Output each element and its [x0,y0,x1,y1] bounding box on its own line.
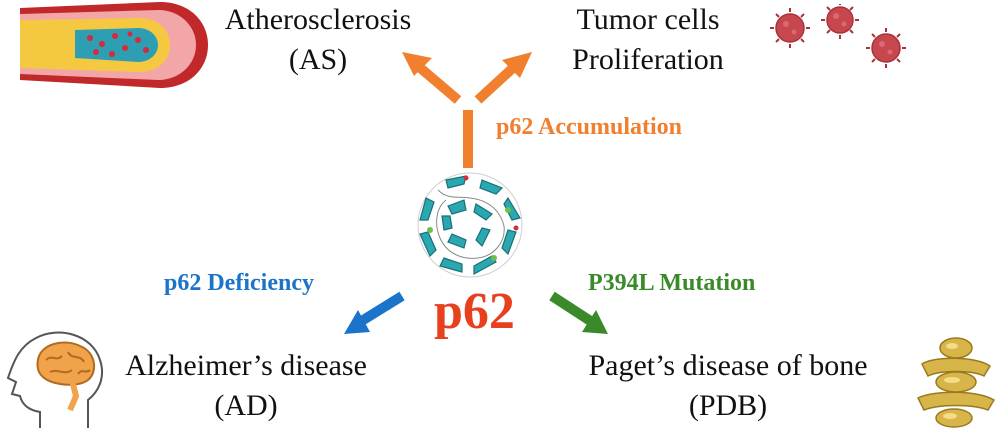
vertebra-bone-icon [916,337,996,428]
brain-head-icon [6,331,104,428]
outcome-tumor-line1: Tumor cells [576,3,720,36]
arrow-to-ad-head [344,310,370,334]
arrow-to-as-head [402,52,432,76]
arrow-to-pdb [549,291,595,327]
center-p62-label: p62 [434,283,515,340]
arrow-to-pdb-head [582,310,608,334]
outcome-ad-line2: (AD) [214,389,278,422]
outcome-tumor-line2: Proliferation [572,43,724,76]
arrow-to-tumor-head [502,52,532,78]
outcome-pdb: Paget’s disease of bone (PDB) [558,346,898,426]
p62-protein-structure-icon [417,172,523,278]
outcome-pdb-line1: Paget’s disease of bone [588,349,868,382]
arrow-to-as [414,62,462,104]
outcome-ad-line1: Alzheimer’s disease [125,349,367,382]
outcome-ad: Alzheimer’s disease (AD) [106,346,386,426]
outcome-pdb-line2: (PDB) [688,389,768,422]
deficiency-label: p62 Deficiency [164,270,314,296]
outcome-as-line1: Atherosclerosis [224,3,412,36]
accumulation-label: p62 Accumulation [496,114,683,140]
arrow-to-tumor [474,62,519,104]
outcome-as: Atherosclerosis (AS) [218,0,418,80]
artery-icon [20,2,208,88]
outcome-tumor: Tumor cells Proliferation [548,0,748,80]
arrow-to-ad [357,291,405,327]
outcome-as-line2: (AS) [288,43,348,76]
tumor-cell-icon [770,4,906,68]
mutation-label: P394L Mutation [588,270,756,296]
